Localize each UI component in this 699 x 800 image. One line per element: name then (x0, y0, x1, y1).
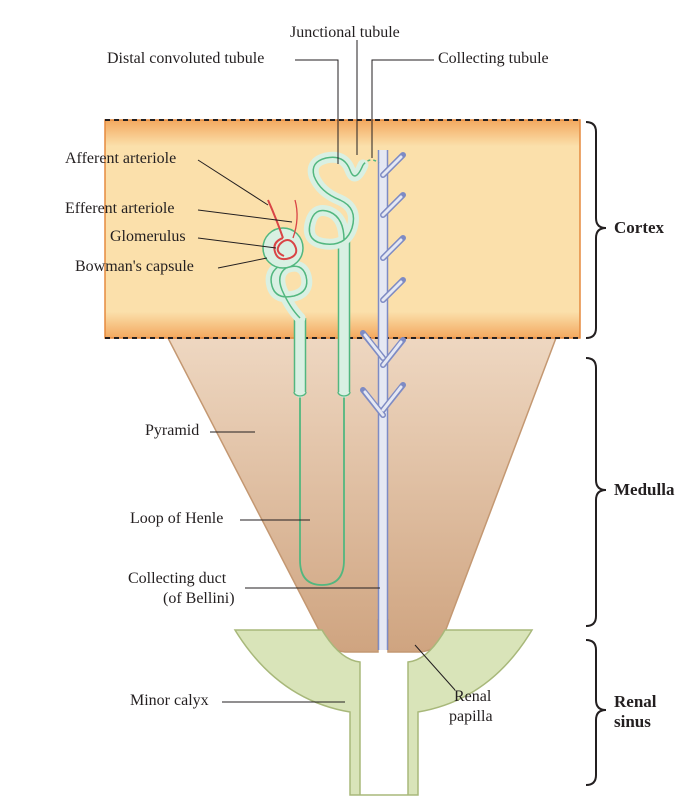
cortex-label: Cortex (614, 218, 664, 238)
distal-convoluted-tubule-label: Distal convoluted tubule (107, 50, 264, 68)
collecting-duct-label-2: (of Bellini) (163, 590, 235, 608)
diagram-svg (0, 0, 699, 800)
collecting-duct-label-1: Collecting duct (128, 570, 226, 588)
bowmans-capsule-label: Bowman's capsule (75, 258, 194, 276)
afferent-arteriole-label: Afferent arteriole (65, 150, 176, 168)
nephron-diagram: Junctional tubule Distal convoluted tubu… (0, 0, 699, 800)
renal-sinus-label-2: sinus (614, 712, 651, 732)
renal-sinus-label-1: Renal (614, 692, 657, 712)
renal-papilla-label-2: papilla (449, 708, 493, 726)
region-brackets (586, 122, 606, 785)
medulla-label: Medulla (614, 480, 674, 500)
pyramid-label: Pyramid (145, 422, 199, 440)
efferent-arteriole-label: Efferent arteriole (65, 200, 174, 218)
loop-of-henle-label: Loop of Henle (130, 510, 223, 528)
bowmans-capsule-shape (263, 228, 303, 268)
renal-papilla-label-1: Renal (454, 688, 491, 706)
junctional-tubule-label: Junctional tubule (290, 24, 400, 42)
collecting-tubule-label: Collecting tubule (438, 50, 549, 68)
minor-calyx-label: Minor calyx (130, 692, 209, 710)
glomerulus-label: Glomerulus (110, 228, 186, 246)
